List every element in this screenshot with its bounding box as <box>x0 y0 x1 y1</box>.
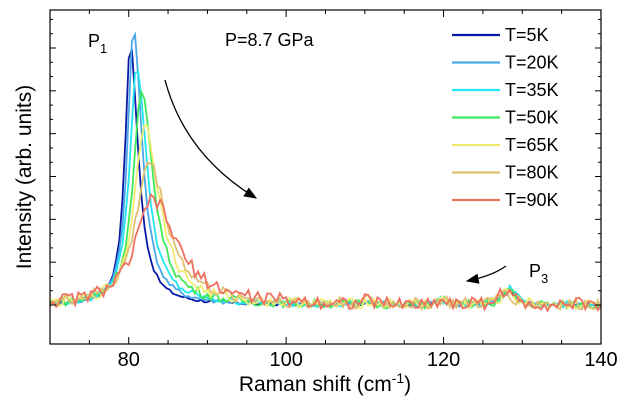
series-line-t-90k <box>50 193 601 313</box>
x-axis-title-close: ) <box>404 373 411 396</box>
x-tick-label: 140 <box>584 349 617 371</box>
legend-label: T=65K <box>505 135 559 155</box>
legend-label: T=90K <box>505 190 559 210</box>
peak-p3-label: P3 <box>529 261 548 286</box>
x-axis-title-sup: -1 <box>392 370 405 386</box>
y-axis-title: Intensity (arb. units) <box>13 85 36 269</box>
p3-shift-arrow <box>465 265 507 284</box>
peak-p1-label: P1 <box>88 31 107 56</box>
peak-p3-sub: 3 <box>541 271 548 286</box>
legend-label: T=20K <box>505 53 559 73</box>
legend: T=5K T=20K T=35K T=50K T=65K T=80K T=90K <box>452 25 559 210</box>
series-line-t-80k <box>50 161 601 312</box>
ticks-layer: 80 100 120 140 <box>49 10 618 371</box>
legend-label: T=35K <box>505 80 559 100</box>
pressure-annotation: P=8.7 GPa <box>225 30 315 50</box>
peak-p1-sub: 1 <box>100 41 107 56</box>
legend-label: T=50K <box>505 108 559 128</box>
temperature-trend-arrow <box>164 79 258 199</box>
legend-label: T=80K <box>505 163 559 183</box>
x-axis-title: Raman shift (cm-1) <box>239 370 411 396</box>
legend-label: T=5K <box>505 25 549 45</box>
series-layer <box>50 30 601 313</box>
x-tick-label: 100 <box>269 349 302 371</box>
x-tick-label: 120 <box>427 349 460 371</box>
x-tick-label: 80 <box>118 349 140 371</box>
